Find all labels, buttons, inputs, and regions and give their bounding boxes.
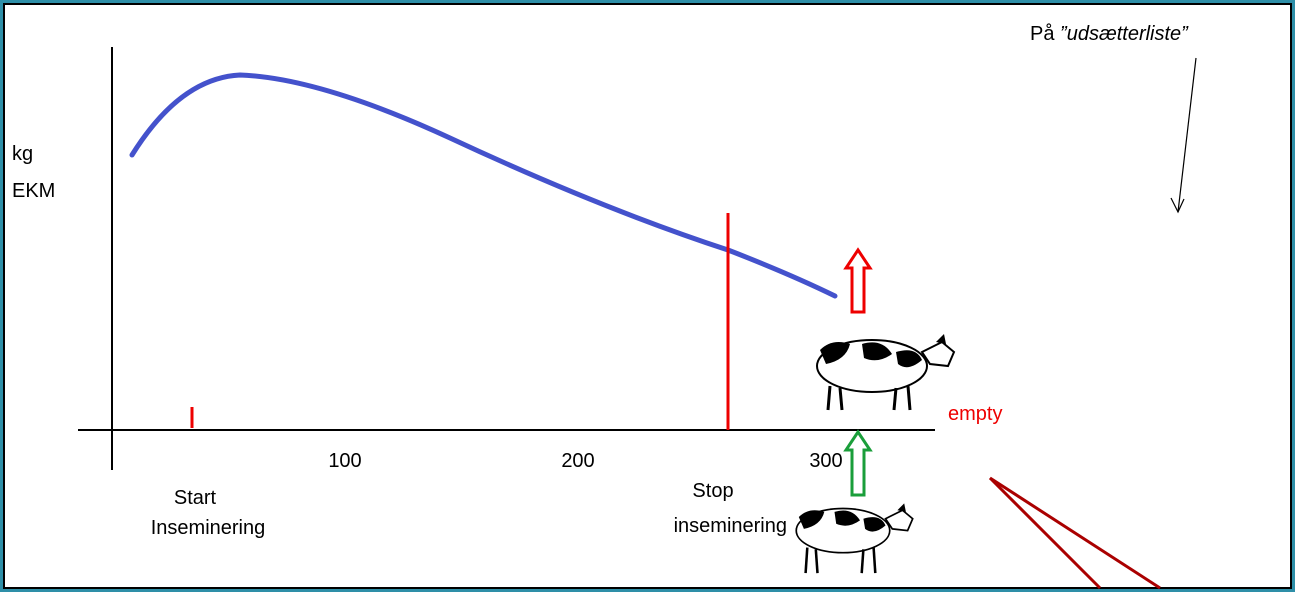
empty-label: empty: [948, 403, 1002, 425]
x-tick-label: 100: [328, 450, 361, 472]
stop-label: Stop: [692, 480, 733, 502]
start-label: Start: [174, 487, 217, 509]
cull-list-label: På ”udsætterliste”: [1030, 23, 1189, 45]
x-tick-label: 300: [809, 450, 842, 472]
cull-term: ”udsætterliste”: [1060, 23, 1189, 45]
slide: kg EKM 100 200 300 Start Inseminering St…: [0, 0, 1295, 592]
page: kg EKM 100 200 300 Start Inseminering St…: [0, 0, 1295, 592]
cull-prefix: På: [1030, 23, 1055, 45]
start-label: Inseminering: [151, 517, 266, 539]
y-label: EKM: [12, 180, 55, 202]
x-tick-label: 200: [561, 450, 594, 472]
y-label: kg: [12, 143, 33, 165]
stop-label: inseminering: [674, 515, 787, 537]
